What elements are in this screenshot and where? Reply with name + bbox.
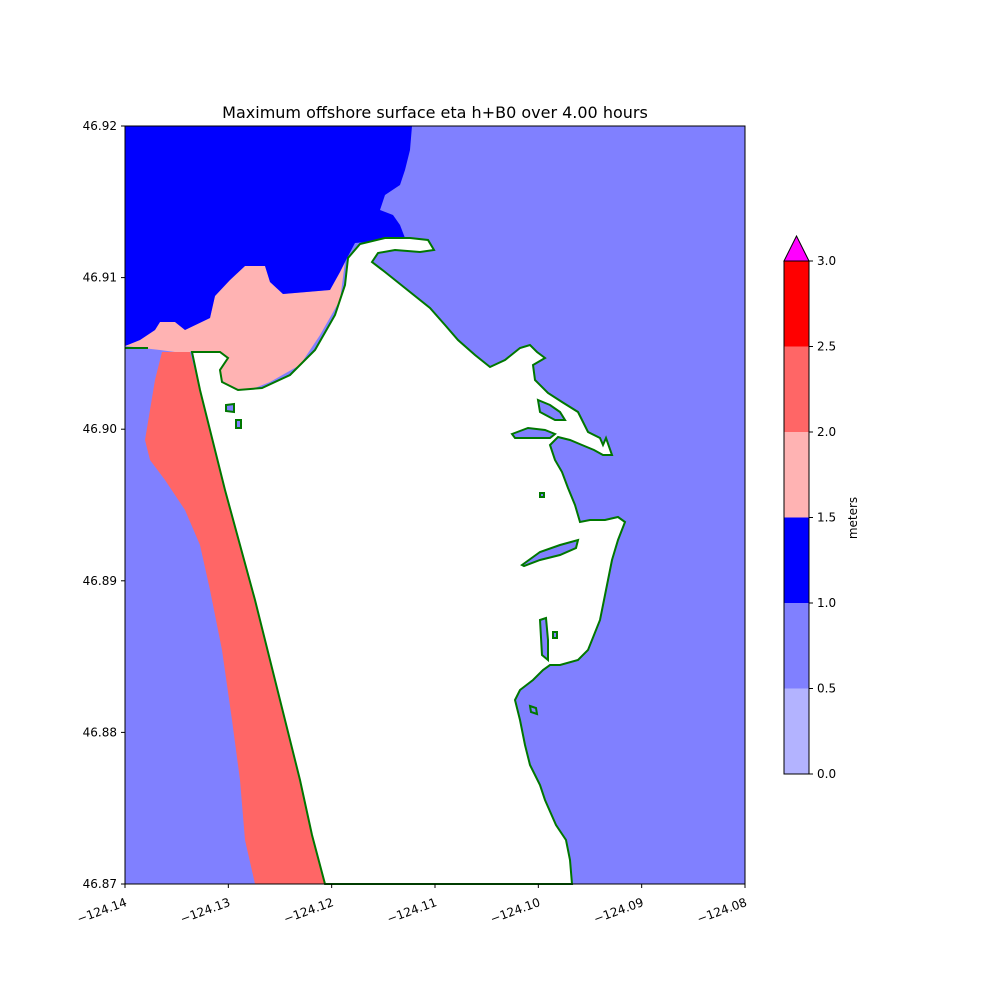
colorbar-label: meters [846,497,860,539]
colorbar-segment [784,688,809,774]
y-tick-label: 46.90 [83,422,117,436]
x-tick-label: −124.12 [282,895,336,926]
bay-islet-1 [225,402,235,414]
colorbar: 0.0 0.5 1.0 1.5 2.0 2.5 3.0 [783,234,836,781]
colorbar-tick-label: 0.0 [817,767,836,781]
colorbar-segment [784,261,809,347]
colorbar-tick-label: 2.5 [817,340,836,354]
colorbar-tick-label: 1.5 [817,511,836,525]
region-offshore-pink [125,262,345,884]
y-tick-label: 46.92 [83,119,117,133]
colorbar-tick-label: 1.0 [817,596,836,610]
colorbar-segment [784,346,809,432]
colorbar-extend-triangle [783,234,810,262]
y-tick-label: 46.87 [83,877,117,891]
x-tick-label: −124.09 [592,895,646,926]
bay-islet-3 [538,616,549,663]
x-tick-label: −124.08 [695,895,749,926]
bay-islet-2 [235,419,242,429]
bay-channel-3 [536,398,567,421]
bay-channel-1 [510,426,557,439]
x-tick-label: −124.14 [75,895,129,926]
x-tick-label: −124.11 [385,895,439,926]
chart-title: Maximum offshore surface eta h+B0 over 4… [222,103,648,122]
region-nearshore-red [145,352,325,884]
y-tick-label: 46.89 [83,574,117,588]
colorbar-segment [784,603,809,689]
bay-channel-2 [520,538,580,568]
colorbar-tick-label: 3.0 [817,254,836,268]
map-plot-area [125,126,745,885]
region-offshore-blue [125,126,412,346]
x-tick-label: −124.10 [488,895,542,926]
x-tick-label: −124.13 [178,895,232,926]
land-mainland [190,237,627,885]
colorbar-tick-label: 2.0 [817,425,836,439]
colorbar-tick-label: 0.5 [817,682,836,696]
bay-islet-6 [552,631,558,639]
y-tick-label: 46.88 [83,725,117,739]
y-axis: 46.87 46.88 46.89 46.90 46.91 46.92 [83,119,125,891]
colorbar-segment [784,432,809,518]
bay-islet-5 [539,492,545,498]
bay-islet-4 [528,704,539,716]
y-tick-label: 46.91 [83,271,117,285]
colorbar-segment [784,517,809,603]
x-axis: −124.14 −124.13 −124.12 −124.11 −124.10 −124.… [75,884,749,926]
